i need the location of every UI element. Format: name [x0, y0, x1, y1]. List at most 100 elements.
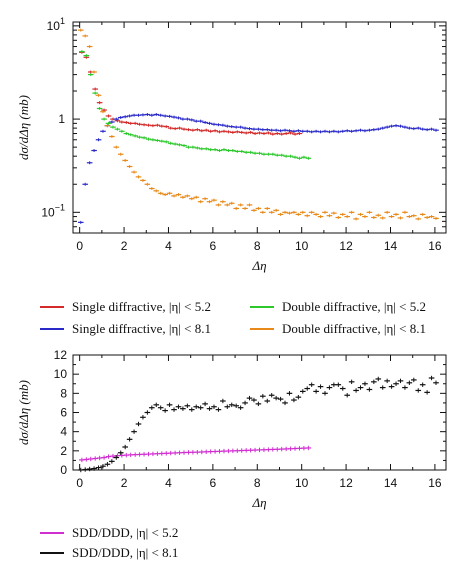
- data-point: [163, 125, 170, 129]
- data-point: [87, 73, 94, 77]
- data-point: [101, 108, 107, 112]
- data-point: [242, 400, 248, 406]
- data-point: [95, 465, 102, 470]
- data-point: [175, 116, 182, 120]
- data-point: [203, 147, 210, 151]
- y-tick-label: 6: [60, 406, 67, 420]
- bottom-x-axis-label: Δη: [251, 495, 266, 510]
- data-point: [348, 210, 355, 214]
- data-point: [357, 385, 364, 390]
- data-point: [379, 385, 386, 390]
- bottom-y-axis-label: dσ/dΔη (mb): [16, 380, 31, 445]
- bottom-y-ticks: 0 2 4 6 8 10 12: [54, 348, 446, 477]
- data-point: [109, 459, 115, 464]
- legend-item: SDD/DDD, |η| < 8.1: [40, 545, 178, 560]
- y-tick-label: 2: [60, 444, 67, 458]
- data-point: [291, 210, 297, 214]
- data-point: [113, 117, 120, 121]
- data-point: [167, 141, 174, 145]
- data-point: [171, 194, 177, 198]
- data-point: [149, 405, 155, 410]
- data-point: [264, 206, 271, 210]
- data-point: [206, 406, 213, 411]
- data-point: [86, 161, 93, 165]
- data-point: [77, 220, 84, 224]
- data-point: [233, 403, 239, 408]
- data-point: [233, 206, 239, 210]
- data-point: [157, 191, 164, 195]
- data-point: [100, 463, 106, 469]
- data-point: [188, 118, 195, 122]
- data-point: [322, 391, 328, 396]
- data-point: [308, 382, 315, 387]
- data-point: [384, 210, 390, 214]
- data-point: [101, 117, 107, 121]
- data-point: [411, 214, 417, 218]
- data-point: [415, 126, 422, 130]
- data-point: [220, 200, 226, 204]
- data-point: [237, 203, 244, 207]
- data-point: [331, 211, 337, 215]
- top-panel: 10−1 1 101 0 2 4 6 8 10 12 14 16 Δη dσ/dΔη (mb) Si…: [16, 16, 447, 336]
- top-y-ticks: 10−1 1 101: [41, 16, 446, 234]
- data-point: [265, 131, 272, 135]
- data-point: [82, 34, 89, 38]
- data-point: [197, 200, 204, 204]
- data-point: [117, 450, 124, 455]
- data-point: [153, 189, 160, 193]
- data-point: [291, 397, 297, 403]
- data-point: [123, 120, 130, 124]
- data-point: [264, 398, 271, 404]
- data-point: [424, 390, 430, 395]
- data-point: [375, 127, 382, 131]
- legend-label: Single diffractive, |η| < 5.2: [72, 299, 211, 314]
- data-point: [79, 50, 85, 54]
- y-tick-label: 10: [54, 367, 68, 381]
- top-legend: Single diffractive, |η| < 5.2 Single diff…: [40, 299, 426, 336]
- data-point: [77, 28, 84, 32]
- data-point: [433, 128, 439, 132]
- data-point: [277, 212, 284, 216]
- data-point: [379, 216, 386, 220]
- data-point: [313, 212, 319, 216]
- legend-item: Double diffractive, |η| < 8.1: [250, 321, 426, 336]
- data-point: [122, 158, 128, 162]
- data-point: [117, 152, 124, 156]
- data-point: [228, 201, 235, 205]
- top-x-axis-label: Δη: [251, 258, 266, 273]
- top-x-ticks: 0 2 4 6 8 10 12 14 16: [76, 22, 442, 253]
- data-point: [166, 191, 173, 195]
- data-point: [203, 128, 210, 132]
- data-point: [140, 178, 146, 182]
- legend-label: Double diffractive, |η| < 8.1: [282, 321, 426, 336]
- data-point: [255, 206, 262, 210]
- bottom-plot-frame: [72, 354, 447, 471]
- legend-item: Single diffractive, |η| < 8.1: [40, 321, 211, 336]
- data-point: [335, 382, 342, 387]
- data-point: [150, 138, 156, 142]
- data-point: [175, 193, 182, 197]
- data-point: [221, 148, 227, 152]
- data-point: [114, 127, 121, 131]
- data-point: [131, 429, 137, 434]
- data-point: [211, 198, 217, 202]
- top-data-points: [77, 28, 439, 224]
- data-point: [171, 407, 177, 412]
- data-point: [126, 437, 133, 442]
- y-tick-label: 1: [58, 112, 65, 126]
- data-point: [397, 216, 404, 220]
- data-point: [273, 208, 279, 212]
- data-point: [326, 214, 333, 218]
- data-point: [188, 197, 195, 201]
- x-tick-label: 0: [76, 476, 83, 490]
- data-point: [375, 376, 382, 382]
- data-point: [83, 54, 90, 58]
- data-point: [105, 121, 112, 125]
- x-tick-label: 2: [121, 239, 128, 253]
- y-tick-label: 8: [60, 386, 67, 400]
- data-point: [122, 444, 128, 450]
- data-point: [301, 155, 307, 159]
- data-point: [237, 125, 244, 129]
- data-point: [157, 113, 164, 117]
